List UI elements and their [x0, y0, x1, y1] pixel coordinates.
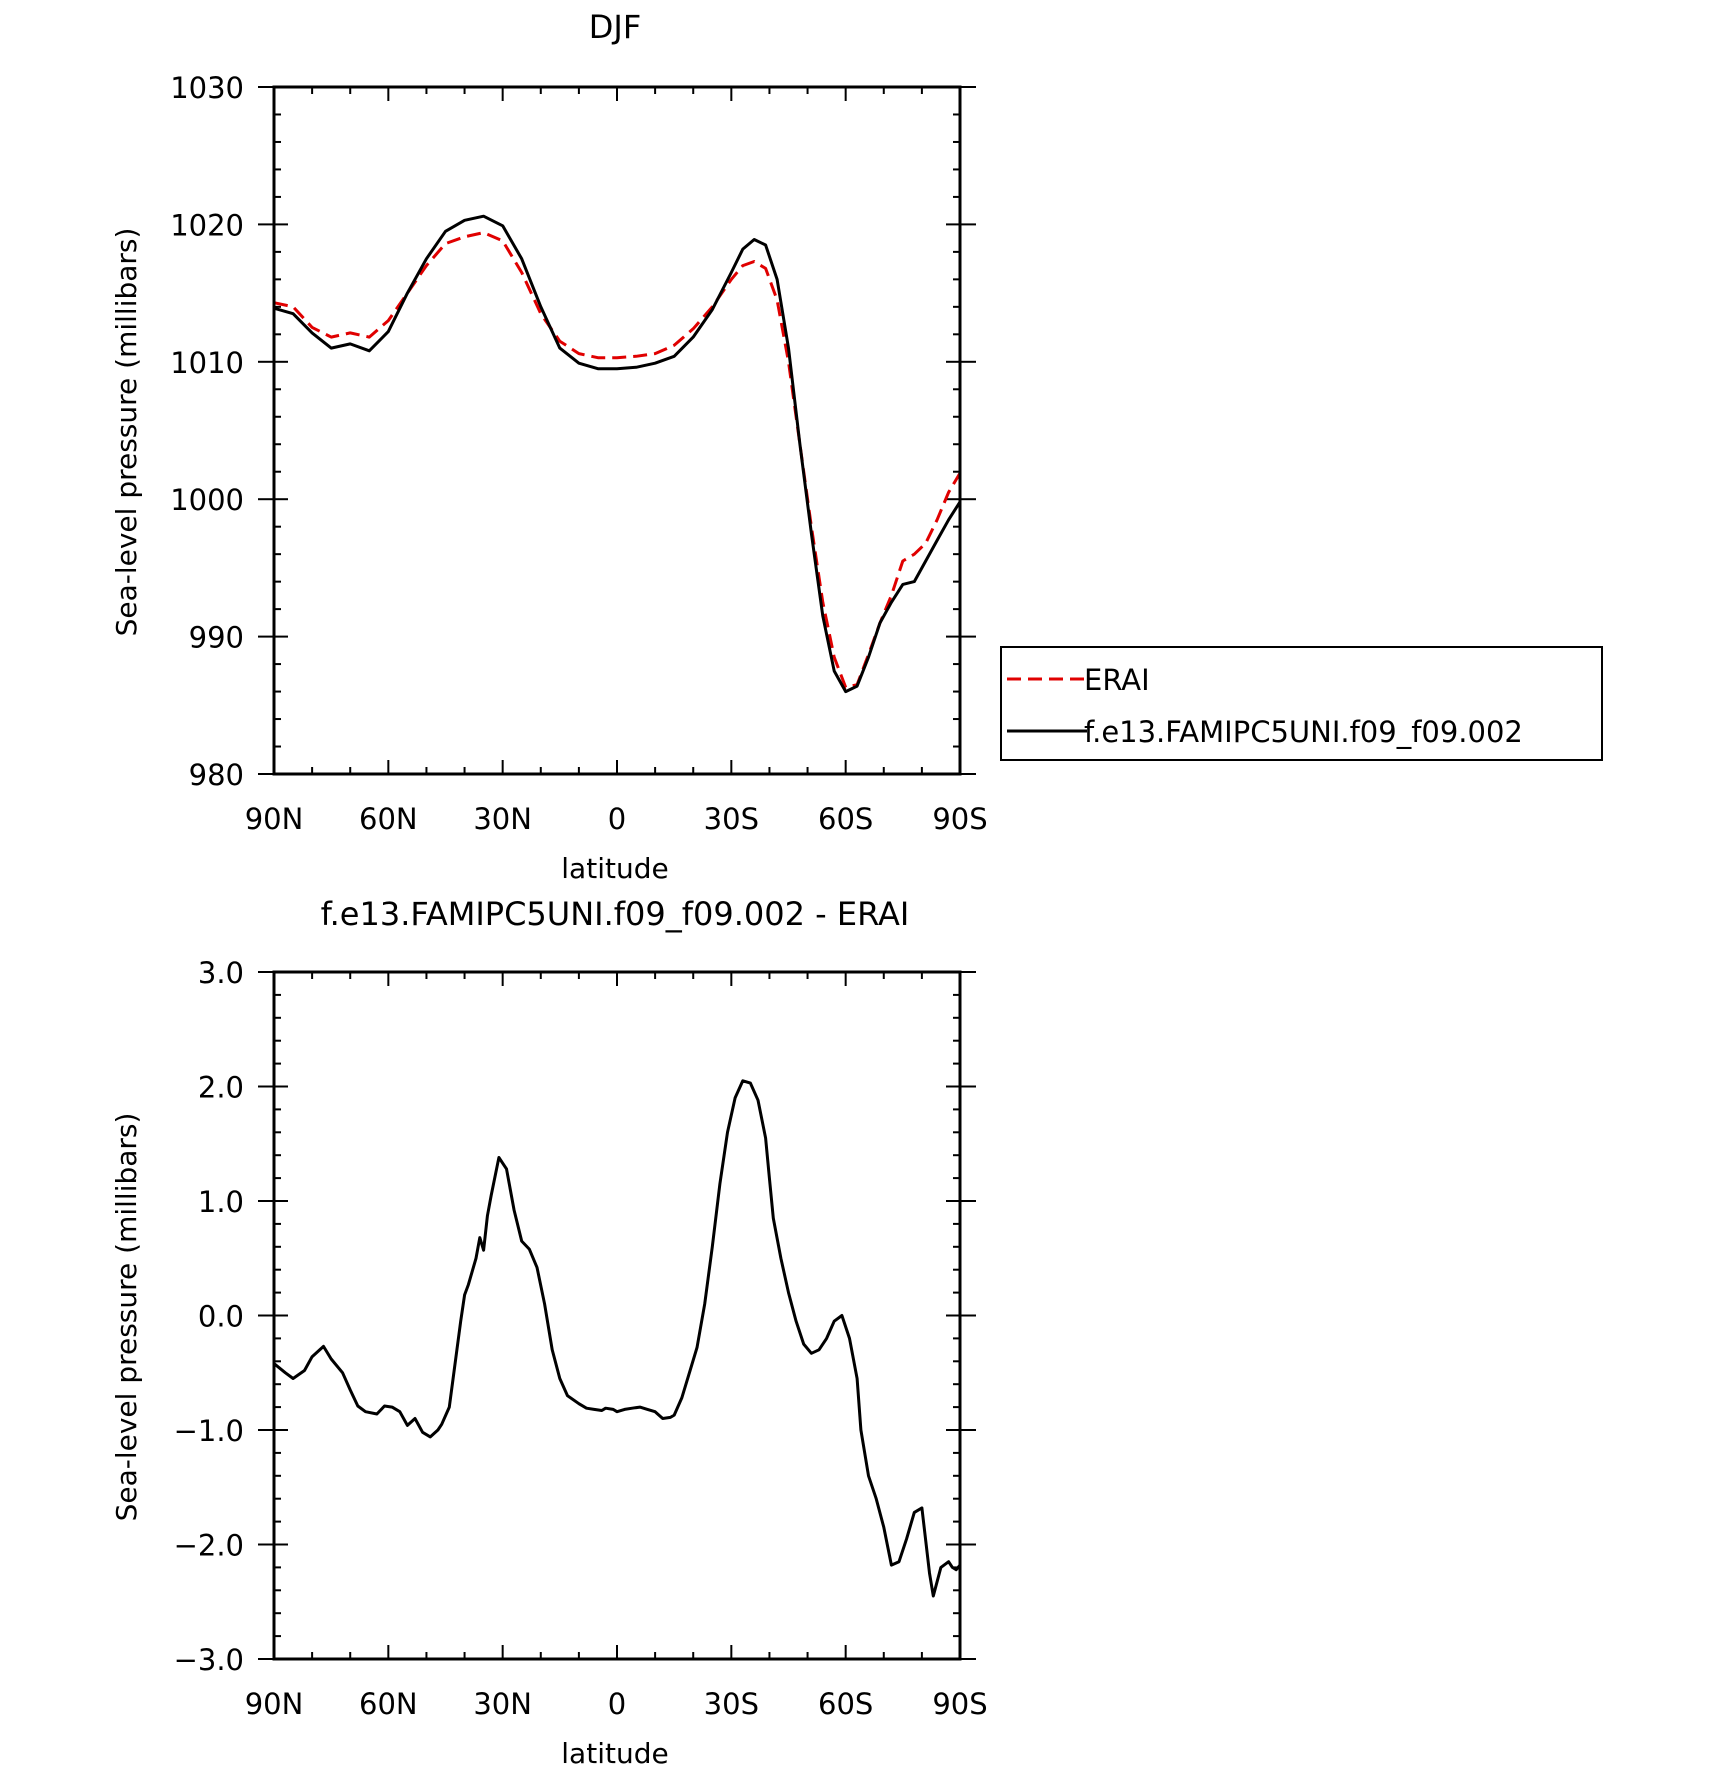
x-tick-label: 60N [359, 1687, 418, 1721]
y-axis-label: Sea-level pressure (millibars) [110, 1113, 143, 1522]
x-tick-label: 90S [932, 802, 987, 836]
chart-title: DJF [589, 8, 641, 46]
x-tick-label: 90N [245, 1687, 304, 1721]
legend: ERAI f.e13.FAMIPC5UNI.f09_f09.002 [1000, 646, 1603, 761]
y-tick-label: −1.0 [174, 1414, 244, 1448]
x-tick-label: 30S [704, 1687, 759, 1721]
data-lines [273, 214, 962, 694]
x-tick-label: 0 [608, 1687, 626, 1721]
y-tick-label: −2.0 [174, 1529, 244, 1563]
x-tick-label: 60N [359, 802, 418, 836]
plot-frame [272, 85, 962, 776]
axis-ticks: 90N 60N 30N 0 30S 60S 90S −3.0 −2.0 −1.0 0.0 1.0 2.0… [174, 956, 988, 1721]
y-tick-label: 1.0 [198, 1185, 244, 1219]
y-tick-label: 990 [189, 621, 244, 655]
x-tick-label: 30N [473, 802, 532, 836]
x-tick-label: 30S [704, 802, 759, 836]
series-line [273, 214, 962, 694]
x-tick-label: 0 [608, 802, 626, 836]
y-tick-label: 980 [189, 758, 244, 792]
top-chart: DJF latitude Sea-level pressure (milliba… [110, 8, 988, 885]
x-tick-label: 30N [473, 1687, 532, 1721]
x-tick-label: 60S [818, 802, 873, 836]
y-tick-label: 1030 [170, 71, 244, 105]
y-tick-label: 1010 [170, 346, 244, 380]
x-tick-label: 90S [932, 1687, 987, 1721]
axis-ticks: 90N 60N 30N 0 30S 60S 90S 980 990 1000 1010 1020 103… [170, 71, 987, 836]
y-tick-label: 1000 [170, 483, 244, 517]
series-line [273, 1079, 962, 1598]
x-tick-label: 90N [245, 802, 304, 836]
y-tick-label: −3.0 [174, 1643, 244, 1677]
x-tick-label: 60S [818, 1687, 873, 1721]
y-tick-label: 3.0 [198, 956, 244, 990]
series-line [273, 231, 962, 689]
bottom-chart: f.e13.FAMIPC5UNI.f09_f09.002 - ERAI lati… [110, 895, 988, 1770]
chart-title: f.e13.FAMIPC5UNI.f09_f09.002 - ERAI [321, 895, 910, 933]
y-axis-label: Sea-level pressure (millibars) [110, 228, 143, 637]
plot-frame [272, 970, 962, 1661]
legend-frame [1000, 646, 1603, 761]
legend-label-model: f.e13.FAMIPC5UNI.f09_f09.002 [1084, 715, 1523, 749]
y-tick-label: 1020 [170, 208, 244, 242]
y-tick-label: 0.0 [198, 1300, 244, 1334]
x-axis-label: latitude [561, 1737, 668, 1770]
y-tick-label: 2.0 [198, 1071, 244, 1105]
x-axis-label: latitude [561, 852, 668, 885]
legend-label-erai: ERAI [1084, 663, 1150, 697]
data-lines [273, 1079, 962, 1598]
